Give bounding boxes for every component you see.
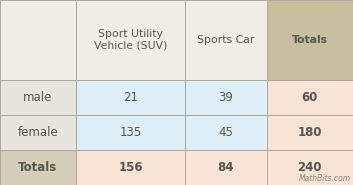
Text: Totals: Totals [18, 161, 58, 174]
Text: 135: 135 [119, 126, 142, 139]
Bar [185, 150, 267, 185]
Text: Totals: Totals [292, 35, 328, 45]
Text: 45: 45 [219, 126, 233, 139]
Bar [267, 115, 353, 150]
Text: 156: 156 [118, 161, 143, 174]
Text: Sports Car: Sports Car [197, 35, 255, 45]
Text: 84: 84 [218, 161, 234, 174]
Bar [0, 115, 76, 150]
Bar [267, 150, 353, 185]
Bar [76, 115, 185, 150]
Bar [76, 150, 185, 185]
Bar [0, 80, 76, 115]
Bar [267, 80, 353, 115]
Bar [76, 0, 185, 80]
Bar [185, 115, 267, 150]
Bar [76, 80, 185, 115]
Text: MathBits.com: MathBits.com [299, 174, 351, 183]
Text: 39: 39 [219, 91, 233, 104]
Text: female: female [18, 126, 58, 139]
Bar [185, 80, 267, 115]
Bar [0, 150, 76, 185]
Text: 180: 180 [298, 126, 322, 139]
Text: 21: 21 [123, 91, 138, 104]
Text: 240: 240 [298, 161, 322, 174]
Bar [267, 0, 353, 80]
Text: 60: 60 [301, 91, 318, 104]
Bar [185, 0, 267, 80]
Bar [0, 0, 76, 80]
Text: male: male [23, 91, 53, 104]
Text: Sport Utility
Vehicle (SUV): Sport Utility Vehicle (SUV) [94, 29, 167, 51]
